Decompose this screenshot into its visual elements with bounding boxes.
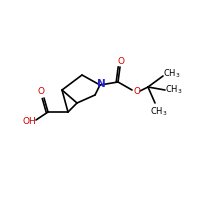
Text: CH$_3$: CH$_3$ (150, 106, 168, 118)
Text: OH: OH (22, 117, 36, 127)
Text: CH$_3$: CH$_3$ (165, 84, 183, 96)
Text: N: N (97, 79, 105, 89)
Text: CH$_3$: CH$_3$ (163, 68, 181, 80)
Text: O: O (118, 56, 124, 66)
Text: O: O (134, 86, 140, 96)
Text: O: O (38, 88, 44, 97)
